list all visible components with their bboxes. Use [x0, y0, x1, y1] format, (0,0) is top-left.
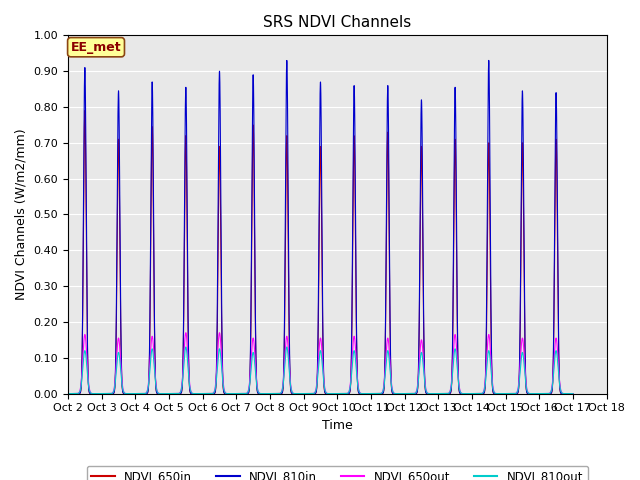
Line: NDVI_810out: NDVI_810out: [68, 347, 573, 394]
NDVI_810out: [64, 391, 72, 396]
NDVI_810out: [567, 391, 575, 396]
NDVI_810out: [172, 391, 180, 396]
NDVI_650out: [390, 390, 397, 396]
NDVI_810in: [64, 391, 72, 396]
NDVI_650in: [81, 108, 89, 113]
NDVI_810out: [182, 344, 189, 350]
NDVI_810in: [461, 391, 469, 396]
NDVI_650out: [569, 391, 577, 396]
NDVI_650out: [253, 383, 261, 388]
X-axis label: Time: Time: [322, 419, 353, 432]
NDVI_650out: [461, 391, 469, 396]
NDVI_810out: [253, 384, 261, 390]
NDVI_810out: [390, 390, 397, 396]
Line: NDVI_810in: NDVI_810in: [68, 60, 573, 394]
NDVI_810in: [567, 391, 575, 396]
NDVI_650out: [64, 391, 72, 396]
NDVI_810in: [485, 58, 493, 63]
NDVI_810in: [390, 391, 397, 396]
Line: NDVI_650out: NDVI_650out: [68, 333, 573, 394]
NDVI_810in: [172, 391, 180, 396]
Line: NDVI_650in: NDVI_650in: [68, 110, 573, 394]
NDVI_650in: [567, 391, 575, 396]
Y-axis label: NDVI Channels (W/m2/mm): NDVI Channels (W/m2/mm): [15, 129, 28, 300]
NDVI_650in: [167, 391, 175, 396]
NDVI_650out: [172, 391, 180, 396]
NDVI_650in: [461, 391, 469, 396]
NDVI_650in: [390, 391, 397, 396]
NDVI_650out: [567, 391, 575, 396]
NDVI_650in: [64, 391, 72, 396]
Title: SRS NDVI Channels: SRS NDVI Channels: [263, 15, 412, 30]
NDVI_810out: [569, 391, 577, 396]
NDVI_810in: [167, 391, 175, 396]
NDVI_810in: [253, 385, 261, 391]
Legend: NDVI_650in, NDVI_810in, NDVI_650out, NDVI_810out: NDVI_650in, NDVI_810in, NDVI_650out, NDV…: [86, 466, 588, 480]
NDVI_810in: [569, 391, 577, 396]
NDVI_650out: [167, 391, 175, 396]
NDVI_650in: [172, 391, 180, 396]
NDVI_650in: [569, 391, 577, 396]
Text: EE_met: EE_met: [71, 41, 122, 54]
NDVI_650in: [253, 387, 261, 393]
NDVI_810out: [461, 391, 469, 396]
NDVI_810out: [167, 391, 175, 396]
NDVI_650out: [182, 330, 189, 336]
